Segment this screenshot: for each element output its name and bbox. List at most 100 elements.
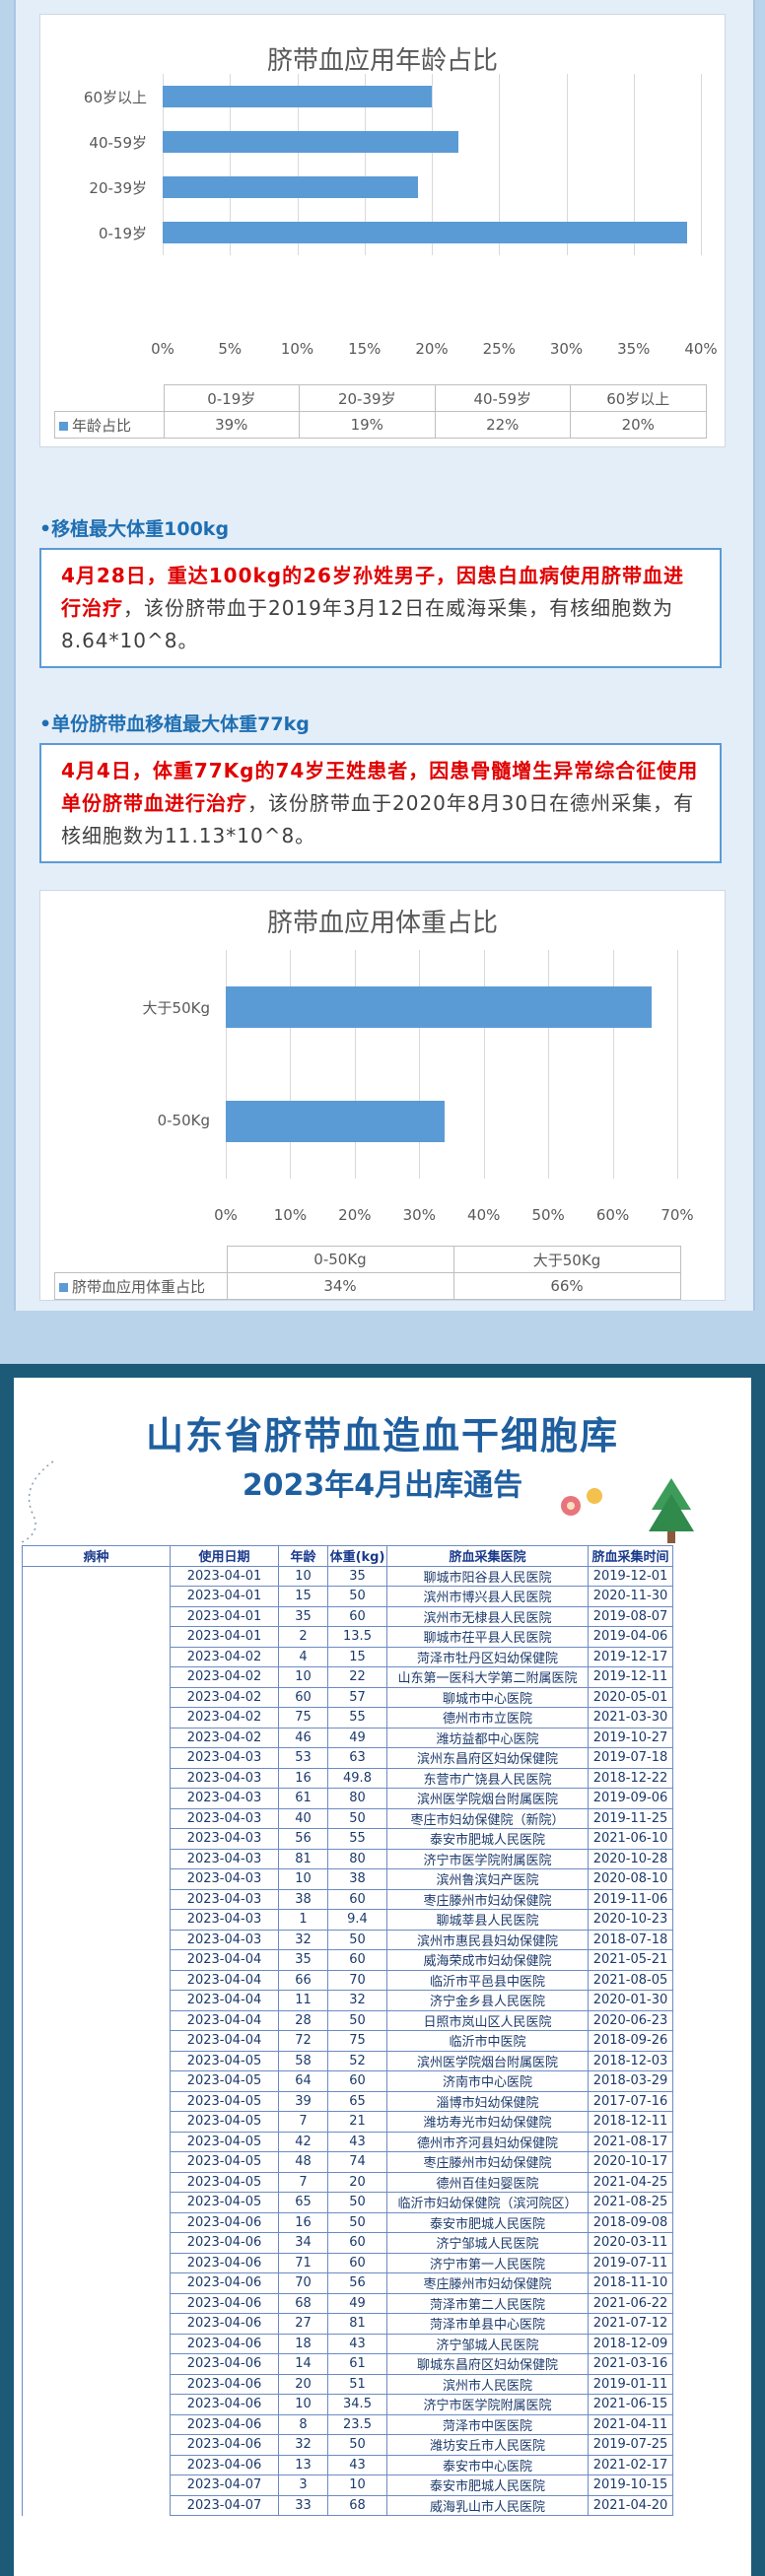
- table-row: 2023-04-05 48 74 枣庄滕州市妇幼保健院 2020-10-17: [22, 2151, 673, 2173]
- table-cell: 临沂市中医院: [386, 2030, 589, 2052]
- table-row: 2023-04-06 70 56 枣庄滕州市妇幼保健院 2018-11-10: [22, 2272, 673, 2294]
- table-cell: 2023-04-07: [170, 2474, 279, 2496]
- table-cell: 2023-04-02: [170, 1646, 279, 1667]
- table-cell: 50: [327, 1586, 387, 1607]
- table-cell: 2019-08-07: [588, 1605, 673, 1627]
- table-cell: 61: [278, 1788, 328, 1809]
- column-header: 年龄: [278, 1545, 328, 1567]
- table-cell: 2019-07-11: [588, 2252, 673, 2273]
- table-cell: 2021-08-25: [588, 2192, 673, 2213]
- disease-cell: [22, 2313, 171, 2334]
- table-cell: 50: [327, 2434, 387, 2456]
- table-cell: 9.4: [327, 1909, 387, 1931]
- table-row: 2023-04-06 10 34.5 济宁市医学院附属医院 2021-06-15: [22, 2394, 673, 2415]
- disease-cell: [22, 2374, 171, 2395]
- table-cell: 枣庄滕州市妇幼保健院: [386, 2151, 589, 2173]
- x-tick-label: 10%: [273, 1206, 308, 1224]
- table-cell: 42: [278, 2131, 328, 2152]
- table-row: 2023-04-04 11 32 济宁金乡县人民医院 2020-01-30: [22, 1990, 673, 2011]
- table-cell: 潍坊寿光市妇幼保健院: [386, 2111, 589, 2133]
- table-cell: 济宁邹城人民医院: [386, 2232, 589, 2254]
- table-cell: 2021-04-25: [588, 2171, 673, 2193]
- table-cell: 23.5: [327, 2413, 387, 2435]
- table-cell: 70: [327, 1969, 387, 1991]
- table-cell: 德州市市立医院: [386, 1707, 589, 1729]
- table-cell: 7: [278, 2111, 328, 2133]
- table-cell: 2021-06-10: [588, 1828, 673, 1850]
- table-cell: 60: [327, 1888, 387, 1910]
- table-row: 2023-04-02 75 55 德州市市立医院 2021-03-30: [22, 1707, 673, 1729]
- table-cell: 2023-04-03: [170, 1807, 279, 1829]
- table-cell: 2018-11-10: [588, 2272, 673, 2294]
- table-cell: 38: [327, 1868, 387, 1890]
- table-cell: 德州市齐河县妇幼保健院: [386, 2131, 589, 2152]
- table-cell: 滨州市惠民县妇幼保健院: [386, 1929, 589, 1950]
- table-cell: 48: [278, 2151, 328, 2173]
- disease-cell: [22, 1626, 171, 1647]
- legend-label: 年龄占比: [72, 416, 132, 435]
- table-value-cell: 34%: [226, 1272, 454, 1300]
- table-cell: 35: [278, 1605, 328, 1627]
- table-cell: 66: [278, 1969, 328, 1991]
- table-cell: 20: [327, 2171, 387, 2193]
- disease-cell: [22, 1849, 171, 1869]
- table-cell: 日照市岚山区人民医院: [386, 2009, 589, 2031]
- table-value-cell: 39%: [163, 411, 300, 439]
- table-cell: 2018-12-11: [588, 2111, 673, 2133]
- bar-40-59岁: [163, 131, 459, 153]
- table-value-cell: 66%: [452, 1272, 681, 1300]
- table-row: 2023-04-01 35 60 滨州市无棣县人民医院 2019-08-07: [22, 1605, 673, 1627]
- table-row: 2023-04-03 81 80 济宁市医学院附属医院 2020-10-28: [22, 1848, 673, 1869]
- disease-cell: [22, 2455, 171, 2475]
- column-header: 体重(kg): [327, 1545, 387, 1567]
- chart-title: 脐带血应用年龄占比: [266, 46, 498, 76]
- table-cell: 菏泽市中医医院: [386, 2413, 589, 2435]
- max-weight-detail: ，该份脐带血于2019年3月12日在威海采集，有核细胞数为8.64*10^8。: [61, 596, 674, 652]
- table-row: 2023-04-07 33 68 威海乳山市人民医院 2021-04-20: [22, 2494, 673, 2516]
- table-cell: 43: [327, 2131, 387, 2152]
- disease-cell: [22, 2151, 171, 2172]
- table-cell: 32: [327, 1990, 387, 2011]
- gridline: [163, 74, 164, 255]
- poster-title: 山东省脐带血造血干细胞库: [145, 1414, 619, 1457]
- table-cell: 聊城市阳谷县人民医院: [386, 1565, 589, 1587]
- table-row: 2023-04-06 20 51 滨州市人民医院 2019-01-11: [22, 2373, 673, 2395]
- table-cell: 2: [278, 1626, 328, 1648]
- table-cell: 34: [278, 2232, 328, 2254]
- table-cell: 2023-04-06: [170, 2373, 279, 2395]
- table-cell: 济宁金乡县人民医院: [386, 1990, 589, 2011]
- table-cell: 2020-05-01: [588, 1686, 673, 1708]
- table-cell: 71: [278, 2252, 328, 2273]
- table-row: 2023-04-05 64 60 济南市中心医院 2018-03-29: [22, 2070, 673, 2092]
- disease-cell: [22, 2070, 171, 2091]
- disease-cell: [22, 1768, 171, 1789]
- disease-cell: [22, 2474, 171, 2495]
- table-row: 2023-04-06 27 81 菏泽市单县中心医院 2021-07-12: [22, 2313, 673, 2335]
- table-cell: 43: [327, 2454, 387, 2475]
- x-tick-label: 30%: [402, 1206, 436, 1224]
- bar-60岁以上: [163, 86, 432, 107]
- table-cell: 2023-04-02: [170, 1686, 279, 1708]
- table-cell: 2019-11-06: [588, 1888, 673, 1910]
- table-cell: 2018-09-08: [588, 2211, 673, 2233]
- table-cell: 2019-09-06: [588, 1788, 673, 1809]
- table-cell: 2023-04-07: [170, 2494, 279, 2516]
- table-cell: 德州百佳妇婴医院: [386, 2171, 589, 2193]
- table-row: 2023-04-07 3 10 泰安市肥城人民医院 2019-10-15: [22, 2474, 673, 2496]
- table-cell: 菏泽市第二人民医院: [386, 2292, 589, 2314]
- table-cell: 32: [278, 2434, 328, 2456]
- table-row: 2023-04-05 39 65 淄博市妇幼保健院 2017-07-16: [22, 2090, 673, 2112]
- table-row: 2023-04-05 65 50 临沂市妇幼保健院（滨河院区） 2021-08-25: [22, 2192, 673, 2213]
- table-cell: 枣庄滕州市妇幼保健院: [386, 2272, 589, 2294]
- table-cell: 聊城东昌府区妇幼保健院: [386, 2353, 589, 2375]
- disease-cell: [22, 1707, 171, 1728]
- gridline: [499, 74, 501, 255]
- table-cell: 2023-04-03: [170, 1747, 279, 1769]
- gridline: [633, 74, 635, 255]
- table-row: 2023-04-03 16 49.8 东营市广饶县人民医院 2018-12-22: [22, 1767, 673, 1789]
- table-cell: 68: [327, 2494, 387, 2516]
- bar-大于50Kg: [226, 986, 652, 1028]
- table-cell: 泰安市肥城人民医院: [386, 1828, 589, 1850]
- gridline: [230, 74, 232, 255]
- table-cell: 2019-12-17: [588, 1646, 673, 1667]
